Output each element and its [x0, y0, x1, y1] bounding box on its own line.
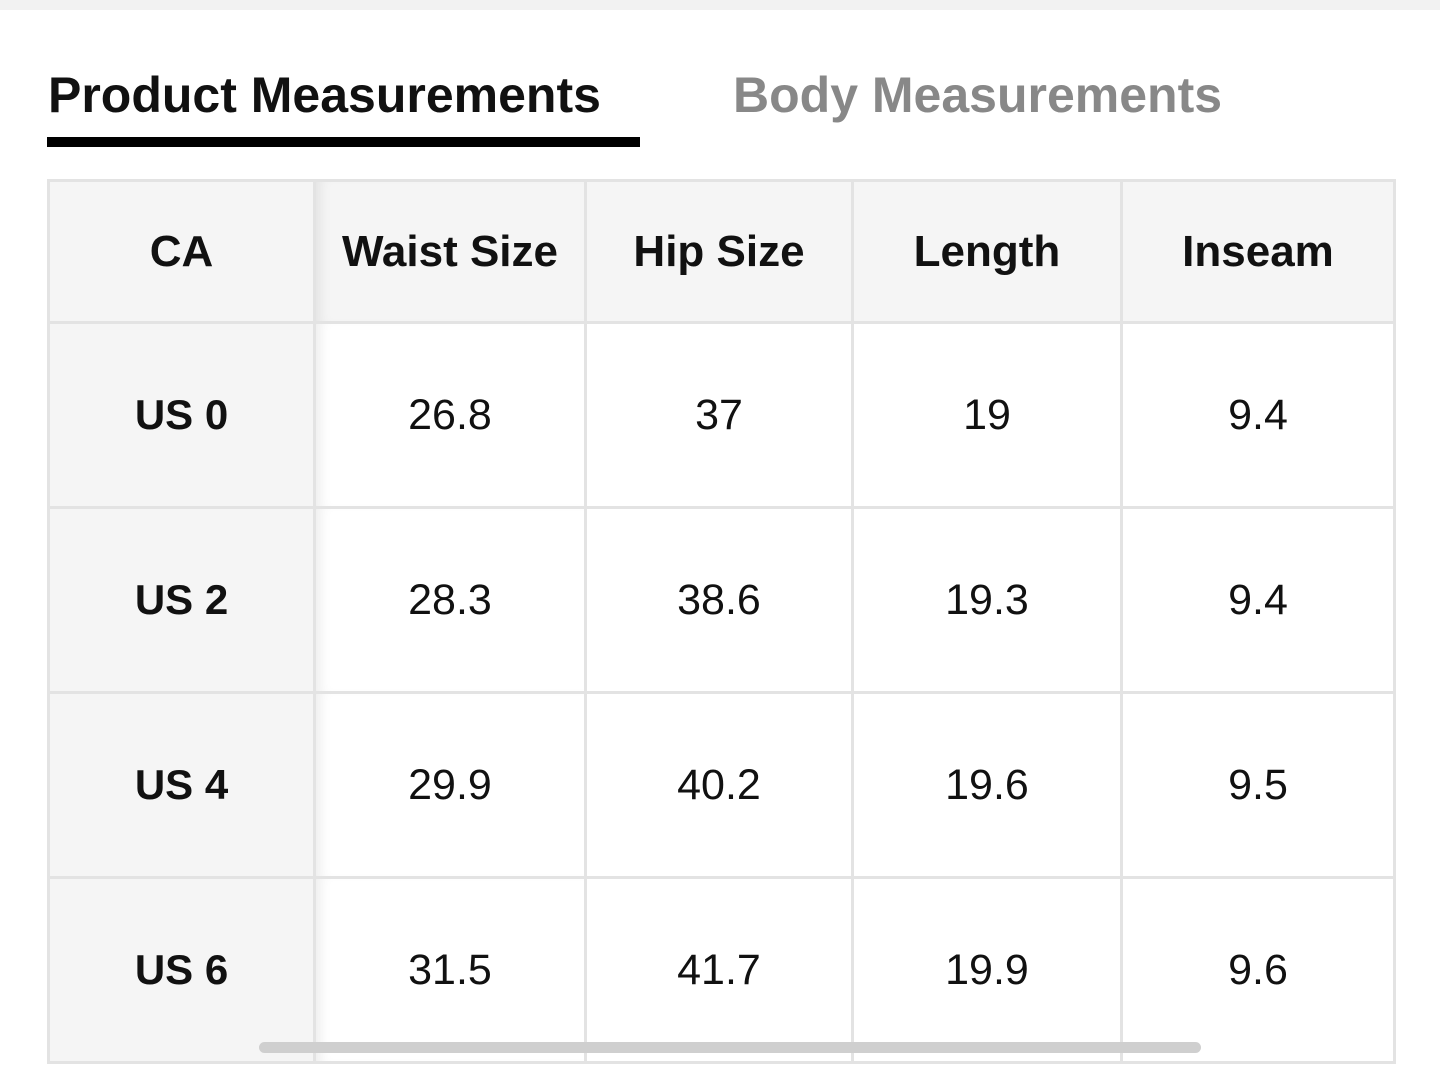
value-cell: 9.4	[1120, 506, 1396, 694]
value-cell: 19.6	[851, 691, 1123, 879]
header-cell: Hip Size	[584, 179, 854, 324]
value-cell: 9.4	[1120, 321, 1396, 509]
value-cell: 40.2	[584, 691, 854, 879]
value-cell: 28.3	[313, 506, 587, 694]
table-head: CA Waist Size Hip Size Length Inseam	[47, 179, 1396, 324]
active-tab-indicator	[47, 137, 640, 147]
value-cell: 26.8	[313, 321, 587, 509]
header-cell: CA	[47, 179, 316, 324]
top-bar	[0, 0, 1440, 10]
header-cell: Waist Size	[313, 179, 587, 324]
table-row: US 6 31.5 41.7 19.9 9.6	[47, 876, 1396, 1064]
header-row: CA Waist Size Hip Size Length Inseam	[47, 179, 1396, 324]
table-row: US 0 26.8 37 19 9.4	[47, 321, 1396, 509]
header-cell: Length	[851, 179, 1123, 324]
value-cell: 38.6	[584, 506, 854, 694]
value-cell: 19.3	[851, 506, 1123, 694]
value-cell: 19	[851, 321, 1123, 509]
table-row: US 4 29.9 40.2 19.6 9.5	[47, 691, 1396, 879]
size-cell: US 4	[47, 691, 316, 879]
value-cell: 31.5	[313, 876, 587, 1064]
table-row: US 2 28.3 38.6 19.3 9.4	[47, 506, 1396, 694]
table-body: US 0 26.8 37 19 9.4 US 2 28.3 38.6 19.3 9.4 US 4 29…	[47, 321, 1396, 1064]
value-cell: 37	[584, 321, 854, 509]
value-cell: 9.6	[1120, 876, 1396, 1064]
size-cell: US 6	[47, 876, 316, 1064]
size-cell: US 2	[47, 506, 316, 694]
value-cell: 41.7	[584, 876, 854, 1064]
scrollbar[interactable]	[259, 1042, 1201, 1053]
value-cell: 29.9	[313, 691, 587, 879]
size-table: CA Waist Size Hip Size Length Inseam US 0 26.…	[47, 179, 1396, 1064]
header-cell: Inseam	[1120, 179, 1396, 324]
tab-product[interactable]: Product Measurements	[48, 67, 601, 123]
tab-body[interactable]: Body Measurements	[733, 67, 1223, 123]
size-cell: US 0	[47, 321, 316, 509]
value-cell: 19.9	[851, 876, 1123, 1064]
value-cell: 9.5	[1120, 691, 1396, 879]
